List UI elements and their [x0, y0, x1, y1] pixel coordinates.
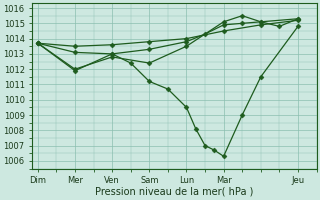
X-axis label: Pression niveau de la mer( hPa ): Pression niveau de la mer( hPa ) — [95, 187, 253, 197]
